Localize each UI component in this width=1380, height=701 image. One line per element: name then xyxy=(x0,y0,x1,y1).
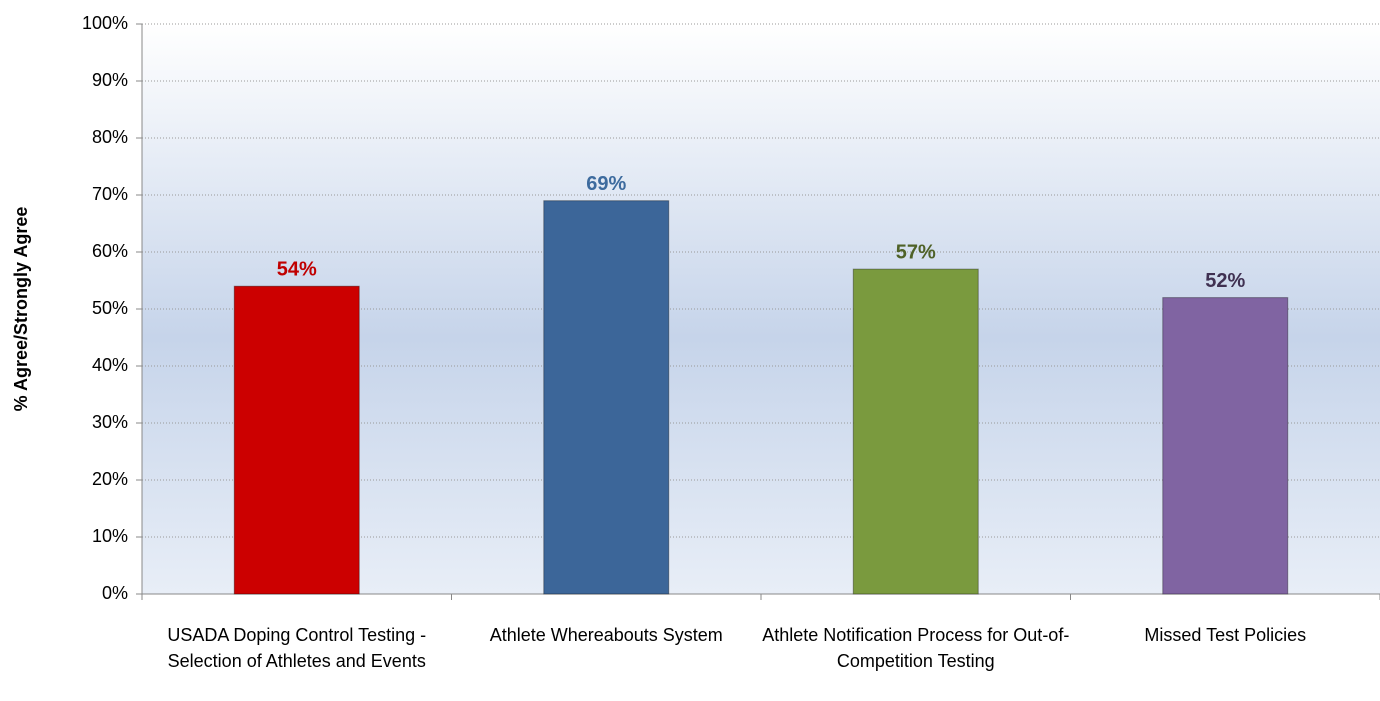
x-tick-label: Athlete Notification Process for Out-of-… xyxy=(762,625,1070,671)
y-tick-label: 30% xyxy=(92,412,128,432)
y-tick-label: 10% xyxy=(92,526,128,546)
x-tick-label: USADA Doping Control Testing - Selection… xyxy=(167,625,427,671)
value-label: 69% xyxy=(586,173,626,195)
y-tick-label: 70% xyxy=(92,184,128,204)
x-tick-label: Missed Test Policies xyxy=(1144,625,1307,645)
y-tick-label: 0% xyxy=(102,583,128,603)
value-label: 52% xyxy=(1205,270,1245,292)
y-tick-label: 20% xyxy=(92,469,128,489)
y-tick-label: 40% xyxy=(92,355,128,375)
value-label: 54% xyxy=(277,258,317,280)
bar xyxy=(233,285,360,595)
y-tick-label: 80% xyxy=(92,127,128,147)
y-tick-label: 100% xyxy=(82,13,128,33)
x-tick-label: Athlete Whereabouts System xyxy=(489,625,723,645)
y-axis-label: % Agree/Strongly Agree xyxy=(11,207,31,412)
y-tick-label: 50% xyxy=(92,298,128,318)
y-tick-label: 60% xyxy=(92,241,128,261)
bar xyxy=(543,200,670,595)
y-tick-label: 90% xyxy=(92,70,128,90)
value-label: 57% xyxy=(896,241,936,263)
bar xyxy=(1162,297,1289,595)
bar xyxy=(852,268,979,595)
